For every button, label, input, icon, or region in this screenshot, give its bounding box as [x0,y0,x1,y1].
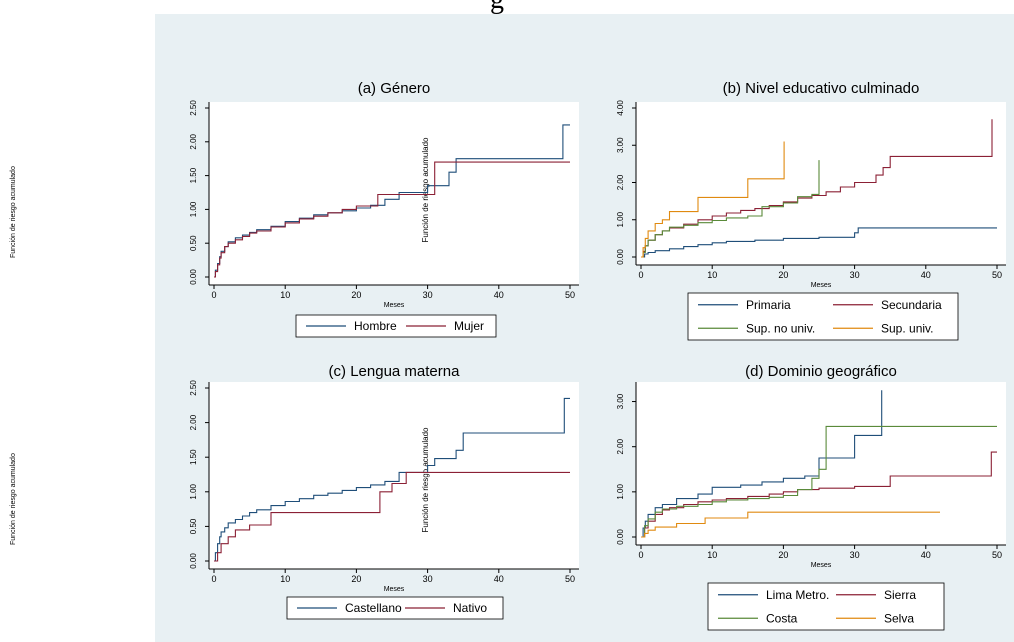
legend-label: Selva [884,611,914,625]
x-tick-label: 30 [423,290,433,300]
y-tick-label: 2.00 [616,438,625,454]
legend-label: Mujer [454,319,484,333]
y-axis-label: Función de riesgo acumulado [421,427,430,533]
cropped-heading-fragment: g [490,0,504,14]
chart-title: (d) Dominio geográfico [745,363,897,380]
legend-box [707,582,945,631]
x-axis-label: Meses [384,302,405,309]
x-tick-label: 20 [778,270,788,280]
y-tick-label: 2.00 [616,174,625,190]
y-tick-label: 1.00 [189,483,198,499]
chart-panel-3: (c) Lengua materna 0.00 0.50 1.00 1.50 2.00 2.… [189,363,579,620]
y-tick-label: 2.50 [189,380,198,396]
x-tick-label: 0 [638,270,643,280]
chart-panel-2: (b) Nivel educativo culminado 0.00 1.00 2.0… [616,80,1006,341]
plot-area [636,102,1006,265]
legend-label: Costa [766,611,798,625]
chart-title: (c) Lengua materna [329,363,461,380]
series-line-2 [214,161,570,278]
x-tick-label: 50 [565,290,575,300]
legend-label: Nativo [453,601,487,615]
y-tick-label: 3.00 [616,393,625,409]
chart-title: (a) Género [358,80,431,97]
chart-panel-1: (a) Género 0.00 0.50 1.00 1.50 2.00 2.50 0 10 20 3… [189,80,579,338]
x-tick-label: 20 [778,550,788,560]
legend-box [295,314,497,338]
x-tick-label: 30 [423,574,433,584]
y-axis-label: Función de riesgo acumulado [421,137,430,243]
y-tick-label: 0.50 [189,235,198,251]
x-tick-label: 50 [992,270,1002,280]
x-tick-label: 30 [850,270,860,280]
plot-area [209,382,579,569]
plot-area [209,102,579,285]
legend-label: Castellano [345,601,402,615]
y-tick-label: 2.00 [189,133,198,149]
series-line-3 [641,425,997,538]
y-tick-label: 2.50 [189,100,198,116]
legend-label: Lima Metro. [766,588,829,602]
y-tick-label: 0.00 [189,269,198,285]
series-line-4 [641,511,940,538]
legend-label: Primaria [746,298,791,312]
series-line-4 [641,141,785,258]
x-tick-label: 40 [921,270,931,280]
x-tick-label: 30 [850,550,860,560]
series-line-3 [641,160,820,258]
x-tick-label: 40 [494,290,504,300]
x-axis-label: Meses [811,562,832,569]
series-line-1 [641,227,997,258]
y-tick-label: 0.00 [616,249,625,265]
legend-label: Sup. univ. [881,321,933,335]
y-tick-label: 4.00 [616,100,625,116]
x-tick-label: 0 [211,290,216,300]
chart-title: (b) Nivel educativo culminado [723,80,920,97]
x-tick-label: 40 [921,550,931,560]
x-tick-label: 0 [638,550,643,560]
series-line-1 [214,397,570,562]
x-tick-label: 20 [351,290,361,300]
plot-area [636,382,1006,545]
x-tick-label: 10 [280,574,290,584]
legend-label: Hombre [354,319,397,333]
x-tick-label: 50 [992,550,1002,560]
x-tick-label: 10 [280,290,290,300]
page-top-cutoff: g [0,0,1014,14]
y-tick-label: 0.00 [189,553,198,569]
chart-panel-4: (d) Dominio geográfico 0.00 1.00 2.00 3.00 0 1… [616,363,1006,631]
y-tick-label: 1.50 [189,449,198,465]
x-tick-label: 0 [211,574,216,584]
y-tick-label: 3.00 [616,137,625,153]
y-tick-label: 1.00 [616,484,625,500]
series-line-1 [214,124,570,278]
x-axis-label: Meses [811,282,832,289]
legend-box [687,292,959,341]
y-tick-label: 0.00 [616,529,625,545]
legend-label: Secundaria [881,298,942,312]
x-tick-label: 20 [351,574,361,584]
y-tick-label: 0.50 [189,518,198,534]
series-line-2 [214,471,570,562]
legend-label: Sierra [884,588,916,602]
x-axis-label: Meses [384,586,405,593]
y-tick-label: 1.00 [616,211,625,227]
x-tick-label: 10 [707,550,717,560]
x-tick-label: 50 [565,574,575,584]
y-tick-label: 2.00 [189,414,198,430]
y-tick-label: 1.00 [189,201,198,217]
x-tick-label: 10 [707,270,717,280]
legend-label: Sup. no univ. [746,321,815,335]
y-tick-label: 1.50 [189,167,198,183]
x-tick-label: 40 [494,574,504,584]
legend-box [286,596,504,620]
